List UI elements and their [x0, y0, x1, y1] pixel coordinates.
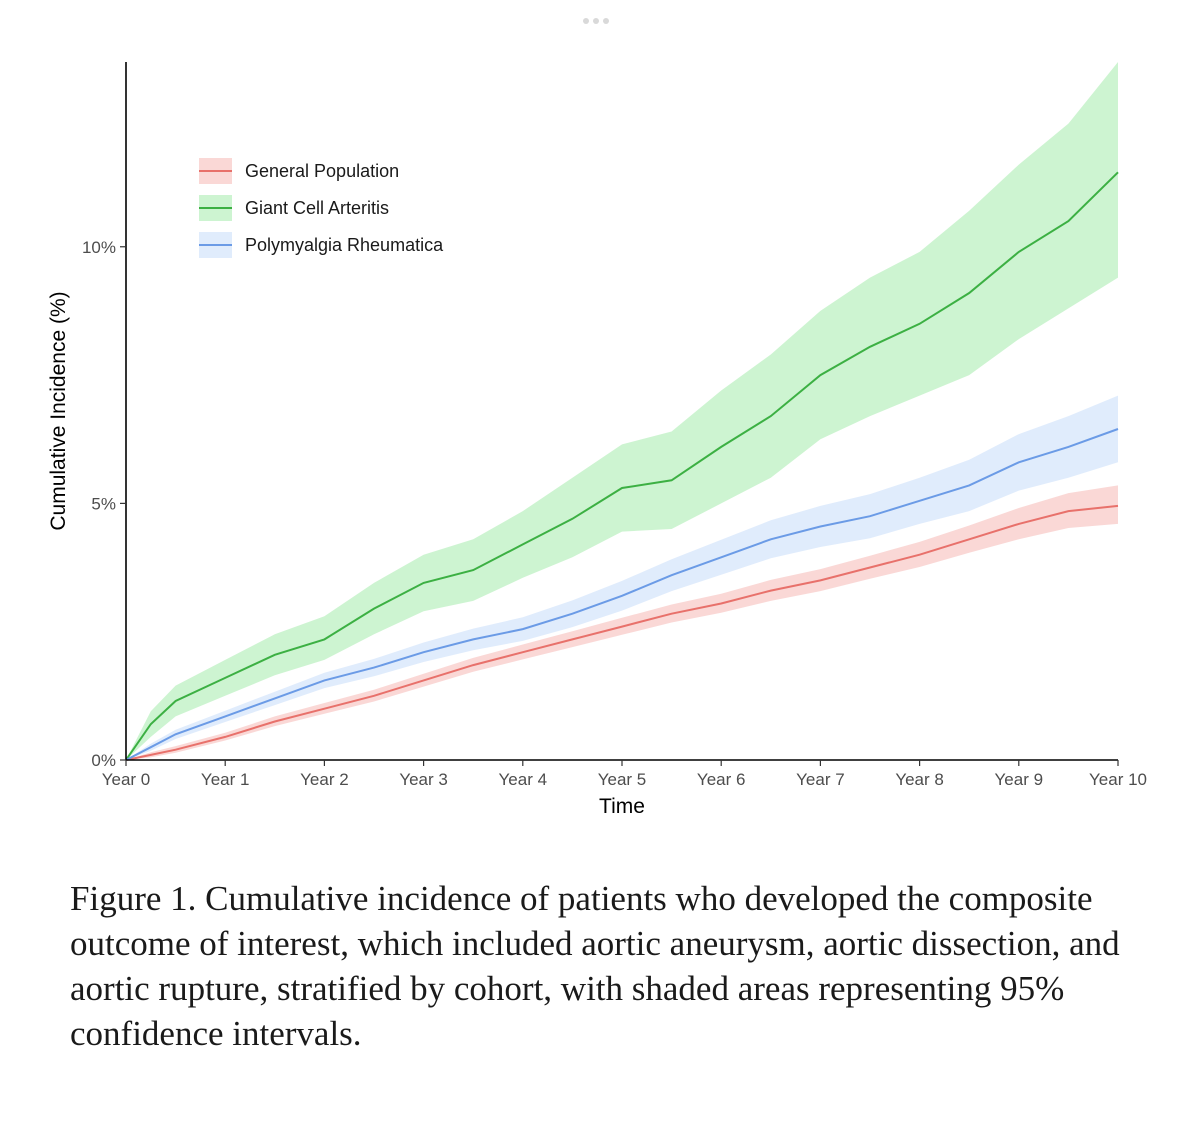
x-tick-label: Year 10 [1089, 770, 1147, 789]
series-lines [125, 171, 1119, 761]
y-ticks: 0% 5% 10% [82, 238, 126, 770]
legend: General Population Giant Cell Arteritis Po… [199, 158, 444, 258]
series-line-giant-cell-arteritis [125, 171, 1119, 761]
x-tick-label: Year 7 [796, 770, 845, 789]
x-tick-label: Year 4 [499, 770, 548, 789]
x-tick-label: Year 5 [598, 770, 647, 789]
y-tick-label: 0% [91, 751, 116, 770]
y-tick-label: 5% [91, 494, 116, 513]
legend-label: Giant Cell Arteritis [245, 198, 389, 218]
x-ticks: Year 0 Year 1 Year 2 Year 3 Year 4 Year 5 Year… [102, 760, 1147, 789]
x-axis-title: Time [599, 795, 645, 818]
series-line-general-population [125, 504, 1119, 761]
drag-handle[interactable] [583, 11, 617, 24]
x-tick-label: Year 9 [995, 770, 1044, 789]
drag-dot [583, 18, 589, 24]
confidence-bands [126, 62, 1118, 760]
drag-dot [593, 18, 599, 24]
legend-label: General Population [245, 161, 399, 181]
x-tick-label: Year 1 [201, 770, 250, 789]
y-axis-title: Cumulative Incidence (%) [47, 291, 70, 530]
legend-label: Polymyalgia Rheumatica [245, 235, 444, 255]
cumulative-incidence-chart: Year 0 Year 1 Year 2 Year 3 Year 4 Year 5 Year… [47, 62, 1147, 818]
x-tick-label: Year 8 [895, 770, 944, 789]
x-tick-label: Year 6 [697, 770, 746, 789]
x-tick-label: Year 0 [102, 770, 151, 789]
series-line-polymyalgia-rheumatica [125, 428, 1119, 761]
x-tick-label: Year 3 [399, 770, 448, 789]
confidence-band-giant-cell-arteritis [126, 62, 1118, 760]
drag-dot [603, 18, 609, 24]
figure-caption: Figure 1. Cumulative incidence of patien… [70, 879, 1120, 1053]
y-tick-label: 10% [82, 238, 116, 257]
confidence-band-general-population [126, 485, 1118, 760]
x-tick-label: Year 2 [300, 770, 349, 789]
confidence-band-polymyalgia-rheumatica [126, 395, 1118, 760]
